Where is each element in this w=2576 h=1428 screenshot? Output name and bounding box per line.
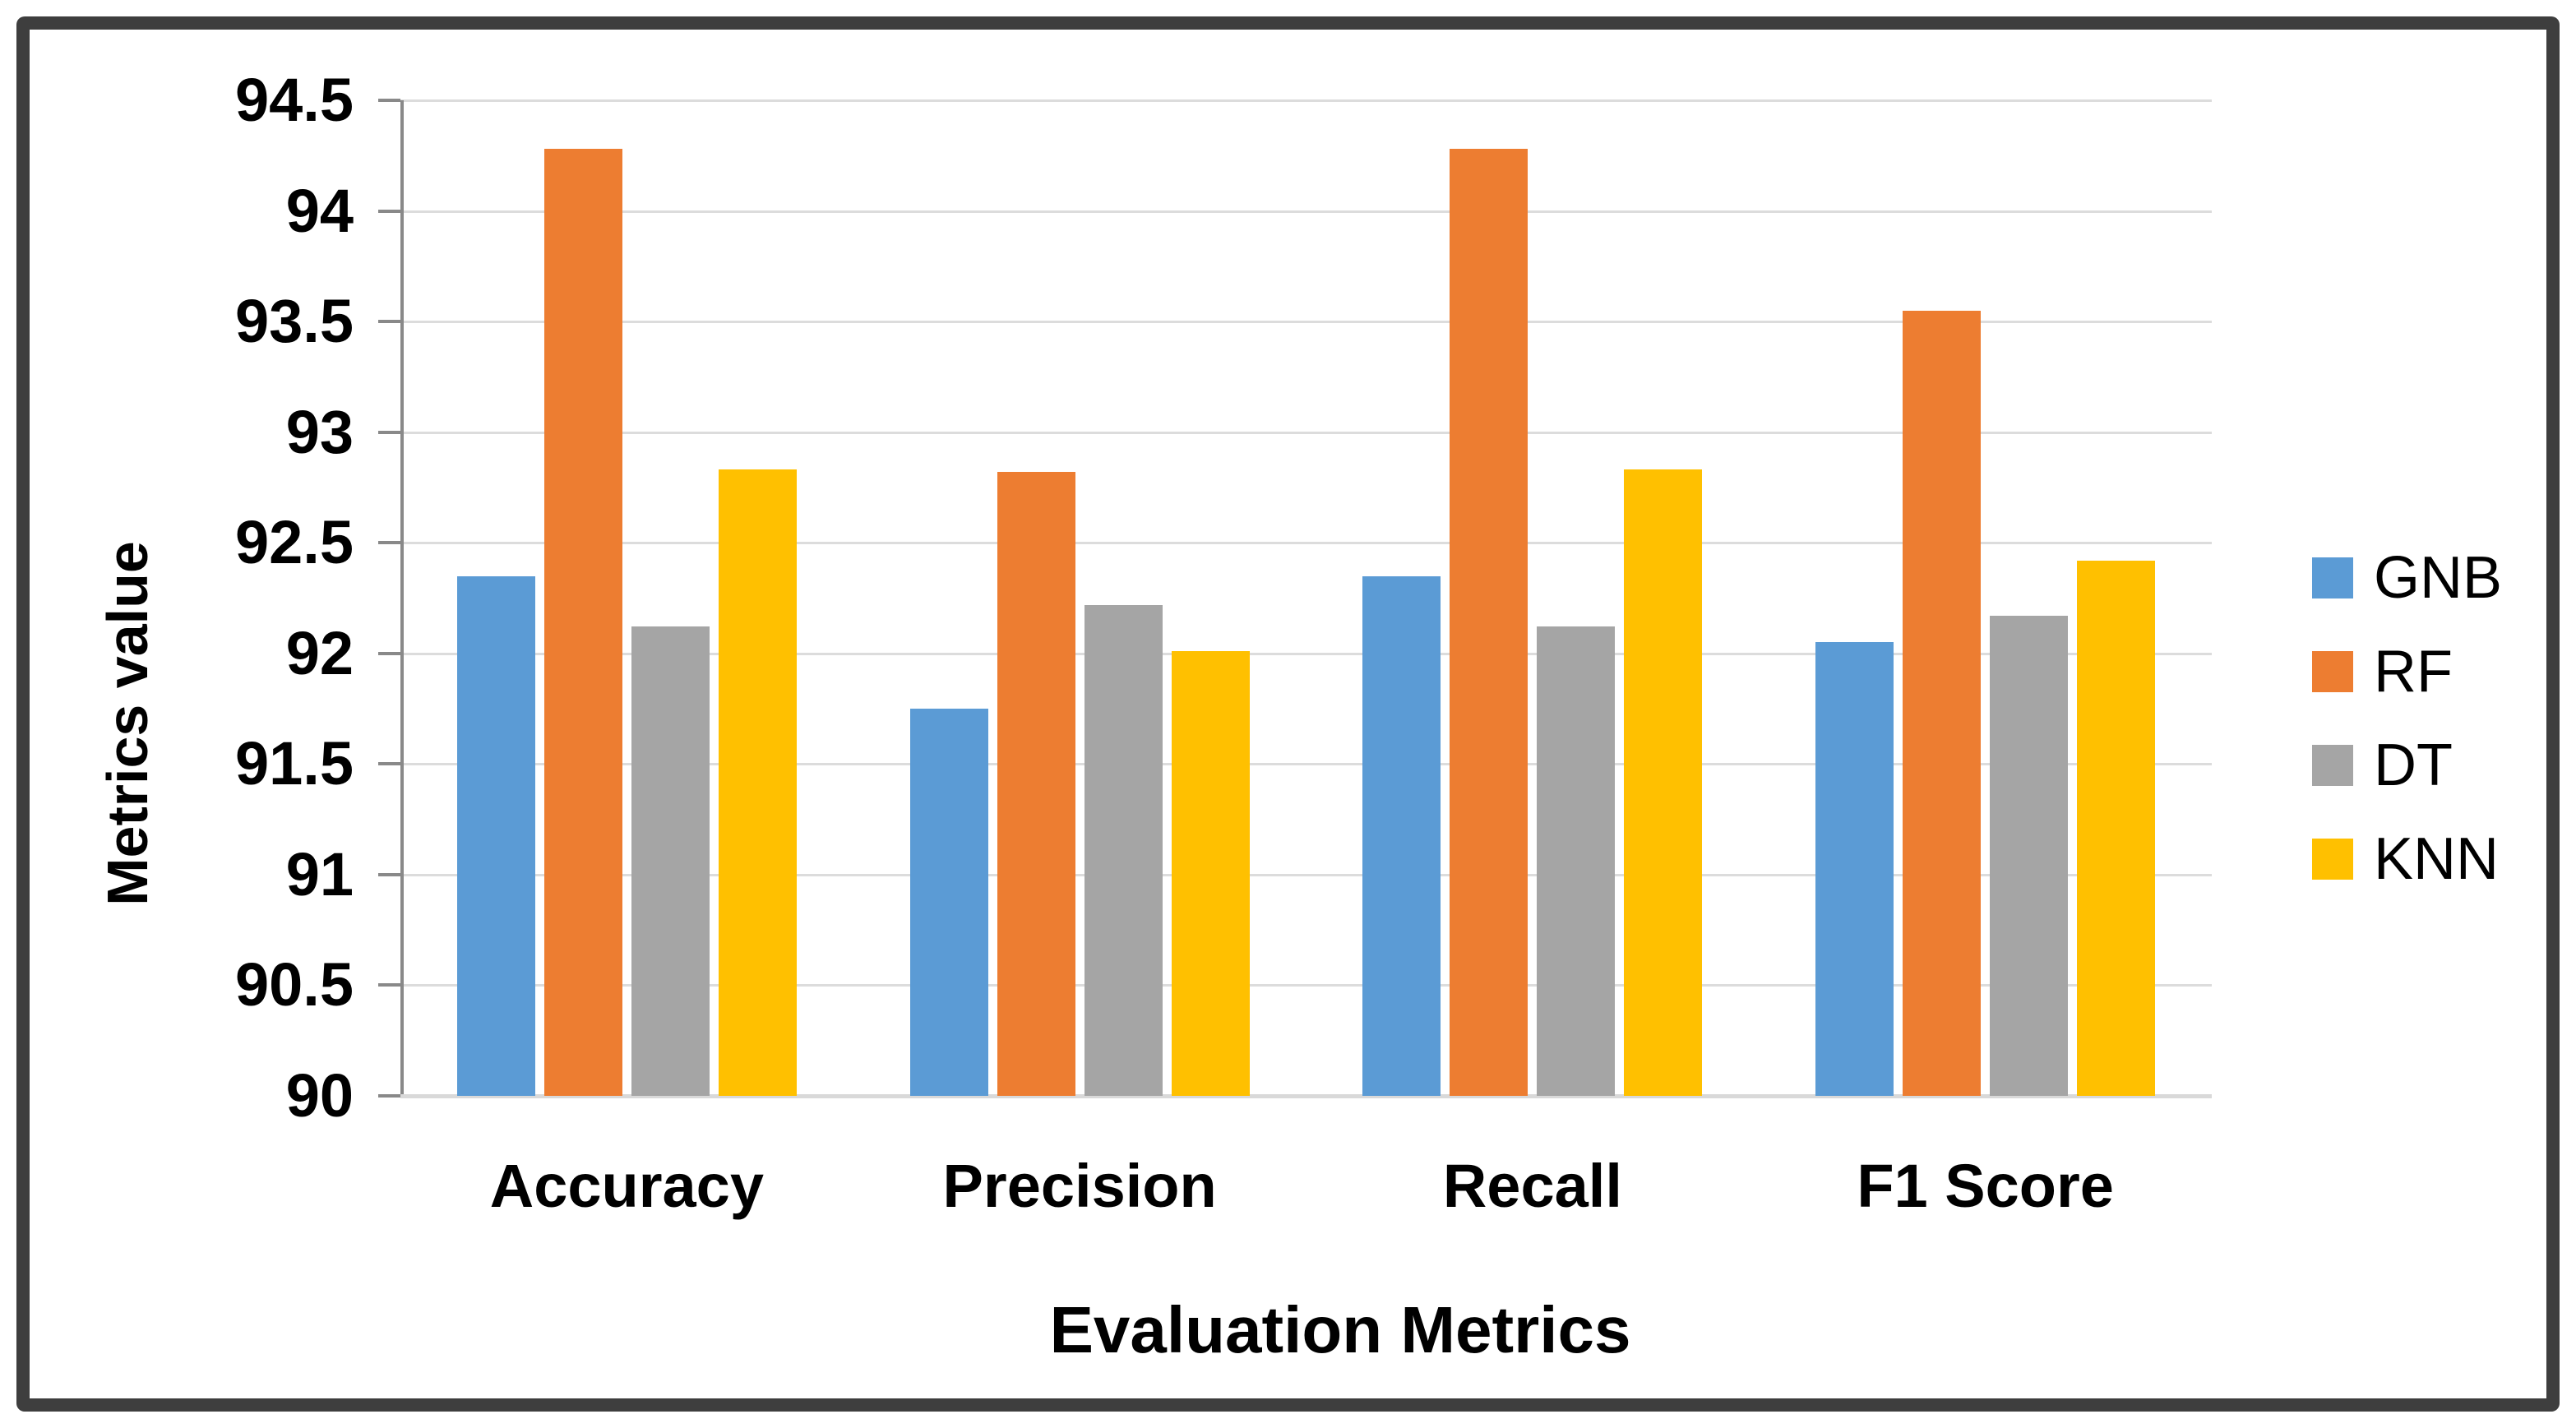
bar-dt-f1-score [1990, 616, 2069, 1096]
gridline-92 [400, 652, 2212, 655]
y-tick-mark-93.5 [378, 320, 400, 324]
legend-swatch-dt [2312, 745, 2353, 786]
bar-rf-accuracy [543, 149, 622, 1096]
y-tick-mark-94.5 [378, 99, 400, 102]
y-tick-label-93: 93 [285, 397, 354, 466]
y-tick-label-91: 91 [285, 839, 354, 908]
y-tick-label-94.5: 94.5 [234, 66, 354, 134]
y-tick-mark-93 [378, 430, 400, 434]
y-tick-mark-94 [378, 209, 400, 213]
legend-swatch-knn [2312, 839, 2353, 880]
legend-swatch-rf [2312, 651, 2353, 692]
bar-rf-f1-score [1903, 310, 1982, 1096]
chart-frame-border [16, 16, 2560, 1412]
bar-knn-recall [1624, 469, 1703, 1096]
bar-gnb-f1-score [1815, 642, 1894, 1096]
legend-label-rf: RF [2374, 639, 2453, 705]
y-tick-mark-91.5 [378, 762, 400, 766]
bar-rf-recall [1450, 149, 1528, 1096]
legend-label-dt: DT [2374, 732, 2453, 798]
legend-label-knn: KNN [2374, 826, 2500, 892]
x-category-label-precision: Precision [942, 1152, 1217, 1220]
y-tick-mark-90 [378, 1094, 400, 1098]
y-tick-label-92: 92 [285, 618, 354, 687]
y-tick-mark-91 [378, 872, 400, 876]
y-tick-mark-90.5 [378, 983, 400, 987]
bar-knn-precision [1171, 651, 1250, 1096]
x-category-label-f1-score: F1 Score [1857, 1152, 2114, 1220]
y-tick-label-91.5: 91.5 [234, 729, 354, 798]
bar-gnb-precision [909, 709, 988, 1096]
y-tick-label-90.5: 90.5 [234, 950, 354, 1019]
gridline-94 [400, 210, 2212, 213]
gridline-90.5 [400, 984, 2212, 987]
y-tick-mark-92 [378, 651, 400, 655]
bar-dt-recall [1537, 626, 1616, 1096]
bar-dt-precision [1084, 604, 1163, 1096]
bar-gnb-recall [1362, 575, 1441, 1096]
gridline-91 [400, 873, 2212, 876]
legend-swatch-gnb [2312, 557, 2353, 598]
bar-gnb-accuracy [456, 575, 535, 1096]
y-tick-label-94: 94 [285, 176, 354, 245]
gridline-94.5 [400, 99, 2212, 102]
gridline-93 [400, 431, 2212, 434]
gridline-93.5 [400, 321, 2212, 324]
bar-knn-f1-score [2077, 560, 2156, 1096]
gridline-92.5 [400, 542, 2212, 545]
x-category-label-recall: Recall [1442, 1152, 1622, 1220]
y-axis-line [400, 100, 404, 1096]
x-axis-line [400, 1094, 2212, 1098]
bar-knn-accuracy [718, 469, 797, 1096]
gridline-91.5 [400, 763, 2212, 766]
legend-label-gnb: GNB [2374, 545, 2503, 611]
y-tick-label-92.5: 92.5 [234, 508, 354, 577]
x-category-label-accuracy: Accuracy [489, 1152, 764, 1220]
y-tick-label-93.5: 93.5 [234, 287, 354, 356]
x-axis-title: Evaluation Metrics [1049, 1293, 1631, 1366]
bar-dt-accuracy [631, 626, 710, 1096]
y-tick-mark-92.5 [378, 541, 400, 545]
y-tick-label-90: 90 [285, 1061, 354, 1130]
bar-rf-precision [997, 472, 1075, 1096]
